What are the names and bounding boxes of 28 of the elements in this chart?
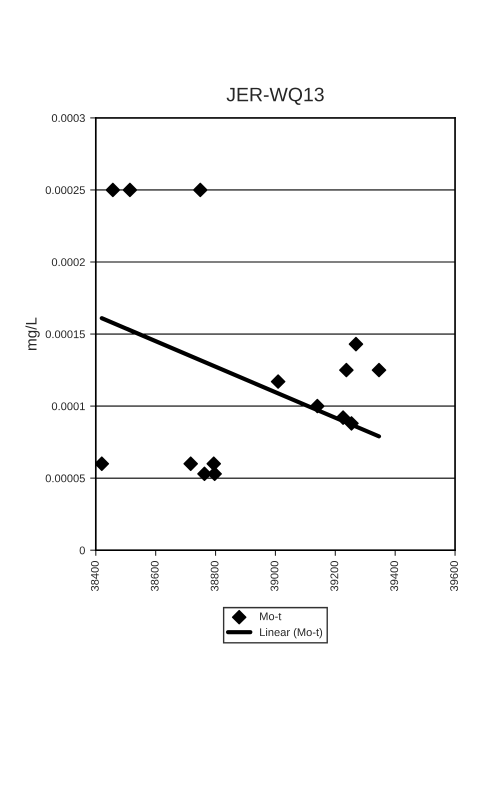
x-tick-label: 38400	[90, 561, 99, 592]
point	[270, 374, 286, 389]
x-tick-label: 38600	[150, 561, 159, 592]
x-tick-label: 39000	[270, 561, 278, 592]
point	[339, 362, 354, 378]
x-tick-label: 39600	[450, 561, 458, 592]
x-tick-label: 39400	[390, 561, 398, 592]
x-tick-label: 38800	[210, 561, 219, 592]
y-tick-label: 0.0003	[52, 114, 85, 122]
y-tick-label: 0.0002	[52, 258, 85, 266]
point	[122, 182, 138, 198]
y-tick-label: 0.00005	[46, 474, 85, 482]
y-tick-label: 0.00015	[46, 330, 85, 338]
y-tick-label: 0.00025	[46, 186, 85, 194]
legend-label: Mo-t	[260, 612, 282, 620]
point	[206, 456, 222, 472]
legend-label: Linear (Mo-t)	[260, 628, 322, 638]
point	[372, 362, 386, 378]
x-tick-label: 39200	[330, 561, 338, 592]
point	[96, 456, 110, 472]
y-tick-label: 0.0001	[52, 402, 85, 410]
y-tick-label: 0	[80, 546, 85, 554]
point	[348, 336, 364, 352]
point	[183, 456, 198, 472]
point	[193, 182, 208, 198]
y-axis-title: mg/L	[25, 318, 40, 350]
point	[106, 182, 120, 198]
chart-title: JER-WQ13	[226, 88, 324, 105]
